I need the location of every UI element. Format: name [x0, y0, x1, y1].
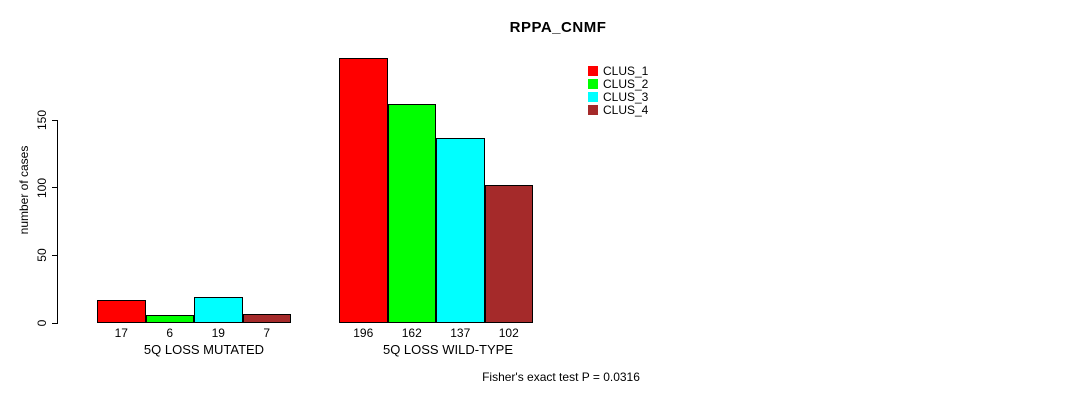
bar-value-label: 17 — [114, 326, 128, 340]
y-tick-label: 100 — [35, 177, 49, 198]
bar — [242, 314, 291, 323]
y-tick-mark — [52, 322, 58, 324]
legend-item-label: CLUS_3 — [603, 90, 649, 105]
y-tick-label: 150 — [35, 110, 49, 131]
bar — [484, 185, 533, 323]
bar — [387, 104, 436, 323]
bar-value-label: 102 — [498, 326, 519, 340]
y-axis-line — [57, 120, 58, 323]
y-tick-label: 50 — [35, 248, 49, 263]
chart-title: RPPA_CNMF — [509, 19, 607, 36]
bar-value-label: 196 — [353, 326, 374, 340]
bar-value-label: 6 — [166, 326, 174, 340]
legend-swatch — [588, 66, 598, 76]
bar — [194, 297, 243, 323]
y-axis-label: number of cases — [17, 145, 31, 235]
y-tick-mark — [52, 187, 58, 189]
group-label: 5Q LOSS WILD-TYPE — [382, 342, 514, 357]
y-tick-mark — [52, 254, 58, 256]
bar-value-label: 19 — [211, 326, 225, 340]
legend-swatch — [588, 92, 598, 103]
legend-item-label: CLUS_2 — [603, 77, 649, 92]
bar — [97, 300, 146, 323]
group-label: 5Q LOSS MUTATED — [143, 342, 265, 357]
bar — [339, 58, 388, 323]
fisher-test-annotation: Fisher's exact test P = 0.0316 — [482, 370, 640, 384]
legend-item-label: CLUS_1 — [603, 64, 649, 78]
bar — [436, 138, 485, 323]
y-tick-label: 0 — [35, 319, 49, 327]
y-tick-mark — [52, 119, 58, 121]
legend-swatch — [588, 105, 598, 116]
legend-item-label: CLUS_4 — [603, 103, 649, 118]
bar-value-label: 7 — [263, 326, 271, 340]
bar — [145, 315, 194, 323]
legend-swatch — [588, 79, 598, 90]
bar-value-label: 137 — [450, 326, 471, 340]
bar-value-label: 162 — [401, 326, 422, 340]
